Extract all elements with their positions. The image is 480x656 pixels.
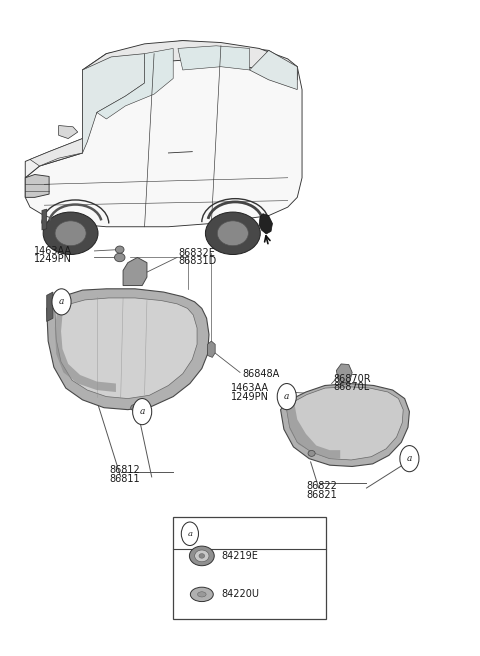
Polygon shape: [55, 298, 197, 399]
Text: 86848A: 86848A: [242, 369, 280, 379]
Polygon shape: [25, 70, 97, 178]
Text: 86811: 86811: [109, 474, 140, 484]
Text: a: a: [140, 407, 145, 416]
Ellipse shape: [55, 221, 86, 246]
Text: a: a: [284, 392, 289, 401]
Text: 1463AA: 1463AA: [34, 246, 72, 256]
Text: 1249PN: 1249PN: [34, 255, 72, 264]
Ellipse shape: [190, 546, 214, 565]
Text: 84220U: 84220U: [221, 589, 259, 600]
Text: 1463AA: 1463AA: [230, 383, 269, 393]
Text: a: a: [407, 454, 412, 463]
Ellipse shape: [43, 212, 98, 255]
Polygon shape: [287, 397, 340, 459]
Circle shape: [52, 289, 71, 315]
Text: 84219E: 84219E: [221, 551, 258, 561]
Text: 86831D: 86831D: [178, 256, 216, 266]
Text: 86812: 86812: [109, 465, 140, 476]
Polygon shape: [336, 364, 352, 384]
Ellipse shape: [115, 253, 125, 262]
Ellipse shape: [131, 405, 139, 411]
Polygon shape: [42, 209, 47, 230]
Text: 86870R: 86870R: [333, 374, 371, 384]
Polygon shape: [259, 214, 273, 234]
Ellipse shape: [217, 221, 248, 246]
Circle shape: [181, 522, 199, 546]
Ellipse shape: [205, 212, 260, 255]
Polygon shape: [287, 387, 403, 460]
Polygon shape: [207, 341, 215, 358]
Polygon shape: [47, 289, 209, 409]
Circle shape: [277, 384, 296, 409]
Ellipse shape: [195, 550, 209, 562]
Polygon shape: [25, 174, 49, 197]
Ellipse shape: [191, 587, 213, 602]
Polygon shape: [83, 41, 297, 80]
Ellipse shape: [308, 451, 315, 457]
FancyBboxPatch shape: [173, 518, 326, 619]
Polygon shape: [97, 49, 173, 119]
Ellipse shape: [198, 592, 206, 597]
Polygon shape: [178, 46, 250, 70]
Polygon shape: [83, 54, 144, 153]
Polygon shape: [55, 304, 116, 392]
Text: a: a: [59, 297, 64, 306]
Polygon shape: [281, 384, 409, 466]
Circle shape: [132, 399, 152, 424]
Polygon shape: [25, 41, 302, 227]
Polygon shape: [30, 138, 83, 166]
Polygon shape: [123, 257, 147, 285]
Polygon shape: [59, 125, 78, 138]
Polygon shape: [47, 292, 53, 321]
Text: 86870L: 86870L: [333, 382, 369, 392]
Text: 1249PN: 1249PN: [230, 392, 269, 401]
Text: 86822: 86822: [307, 481, 337, 491]
Text: a: a: [187, 530, 192, 538]
Circle shape: [400, 445, 419, 472]
Polygon shape: [250, 51, 297, 90]
Text: 86821: 86821: [307, 489, 337, 500]
Ellipse shape: [116, 246, 124, 253]
Text: 86832E: 86832E: [178, 248, 215, 258]
Ellipse shape: [199, 554, 204, 558]
